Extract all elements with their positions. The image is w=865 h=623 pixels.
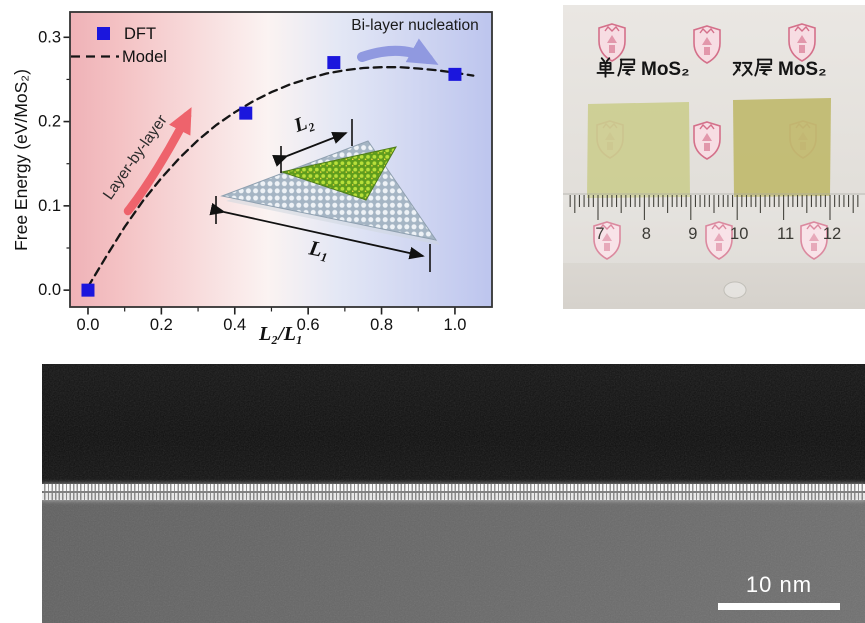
- monolayer-formula: MoS₂: [641, 59, 690, 80]
- x-tick-label: 0.2: [150, 316, 173, 334]
- x-tick-label: 1.0: [443, 316, 466, 334]
- ruler-number: 8: [642, 225, 651, 243]
- dft-point: [81, 283, 95, 297]
- x-axis-title: L₂/L₁: [258, 323, 303, 345]
- ruler-number: 9: [688, 225, 697, 243]
- x-tick-label: 0.8: [370, 316, 393, 334]
- legend-dft-marker-icon: [97, 27, 110, 40]
- tem-image-panel: 10 nm: [42, 364, 865, 623]
- y-tick-label: 0.2: [38, 113, 61, 131]
- bilayer-sample: [733, 98, 831, 197]
- bilayer-nucleation-arrow-icon: [357, 38, 439, 65]
- plot-frame: [69, 11, 493, 308]
- l1-dimension-arrow: [209, 202, 425, 260]
- dft-point: [448, 67, 462, 81]
- x-tick-label: 0.4: [223, 316, 246, 334]
- tem-vacuum-region: [42, 364, 865, 485]
- layer-by-layer-arrow-icon: [123, 107, 192, 216]
- sample-photo: MoS₂ MoS₂ 7 8 9 10 11 12: [563, 5, 865, 309]
- y-tick-label: 0.3: [38, 28, 61, 46]
- x-tick-label: 0.0: [77, 316, 100, 334]
- legend-model-label: Model: [122, 48, 167, 66]
- bilayer-nucleation-annotation: Bi-layer nucleation: [351, 17, 479, 34]
- free-energy-chart: 0.0 0.2 0.4 0.6 0.8 1.00.00.10.20.3 Layer-by-…: [11, 11, 493, 345]
- free-energy-chart-panel: 0.0 0.2 0.4 0.6 0.8 1.0 0.0 0.1 0.2 0.3 Layer-by-…: [0, 0, 560, 352]
- sample-photo-panel: MoS₂ MoS₂ 7 8 9 10 11 12: [563, 5, 865, 309]
- scale-bar-label: 10 nm: [745, 572, 813, 597]
- monolayer-label: MoS₂: [596, 57, 690, 80]
- axis-ticks: 0.0 0.2 0.4 0.6 0.8 1.0 0.0 0.1 0.2 0.3: [38, 28, 466, 334]
- ruler-number: 11: [777, 225, 794, 243]
- y-tick-label: 0.1: [38, 197, 61, 215]
- l2-dimension-arrow: [272, 132, 348, 167]
- ruler-number: 12: [823, 225, 841, 243]
- monolayer-sample: [587, 102, 690, 198]
- dft-data-points: [81, 56, 462, 297]
- model-curve-path: [86, 66, 475, 288]
- bilayer-formula: MoS₂: [778, 59, 827, 80]
- l1-label: L₁: [306, 235, 331, 263]
- model-curve: [86, 66, 475, 288]
- scale-bar: [718, 603, 840, 610]
- legend-dft-label: DFT: [124, 25, 156, 43]
- water-droplet: [723, 281, 747, 299]
- ruler-number: 7: [595, 225, 604, 243]
- tem-mos2-layer-2: [42, 493, 865, 500]
- chart-legend: DFT Model: [71, 25, 167, 66]
- ruler-number: 10: [730, 225, 748, 243]
- y-tick-label: 0.0: [38, 281, 61, 299]
- ruler-ticks: [569, 195, 859, 220]
- ruler-numbers: 7 8 9 10 11 12: [595, 225, 841, 243]
- bilayer-label: MoS₂: [732, 58, 827, 80]
- x-tick-label: 0.6: [297, 316, 320, 334]
- tem-mos2-layer-1: [42, 484, 865, 491]
- y-axis-title: Free Energy (eV/MoS₂): [11, 69, 31, 251]
- dft-point: [239, 106, 253, 120]
- dft-point: [327, 56, 341, 70]
